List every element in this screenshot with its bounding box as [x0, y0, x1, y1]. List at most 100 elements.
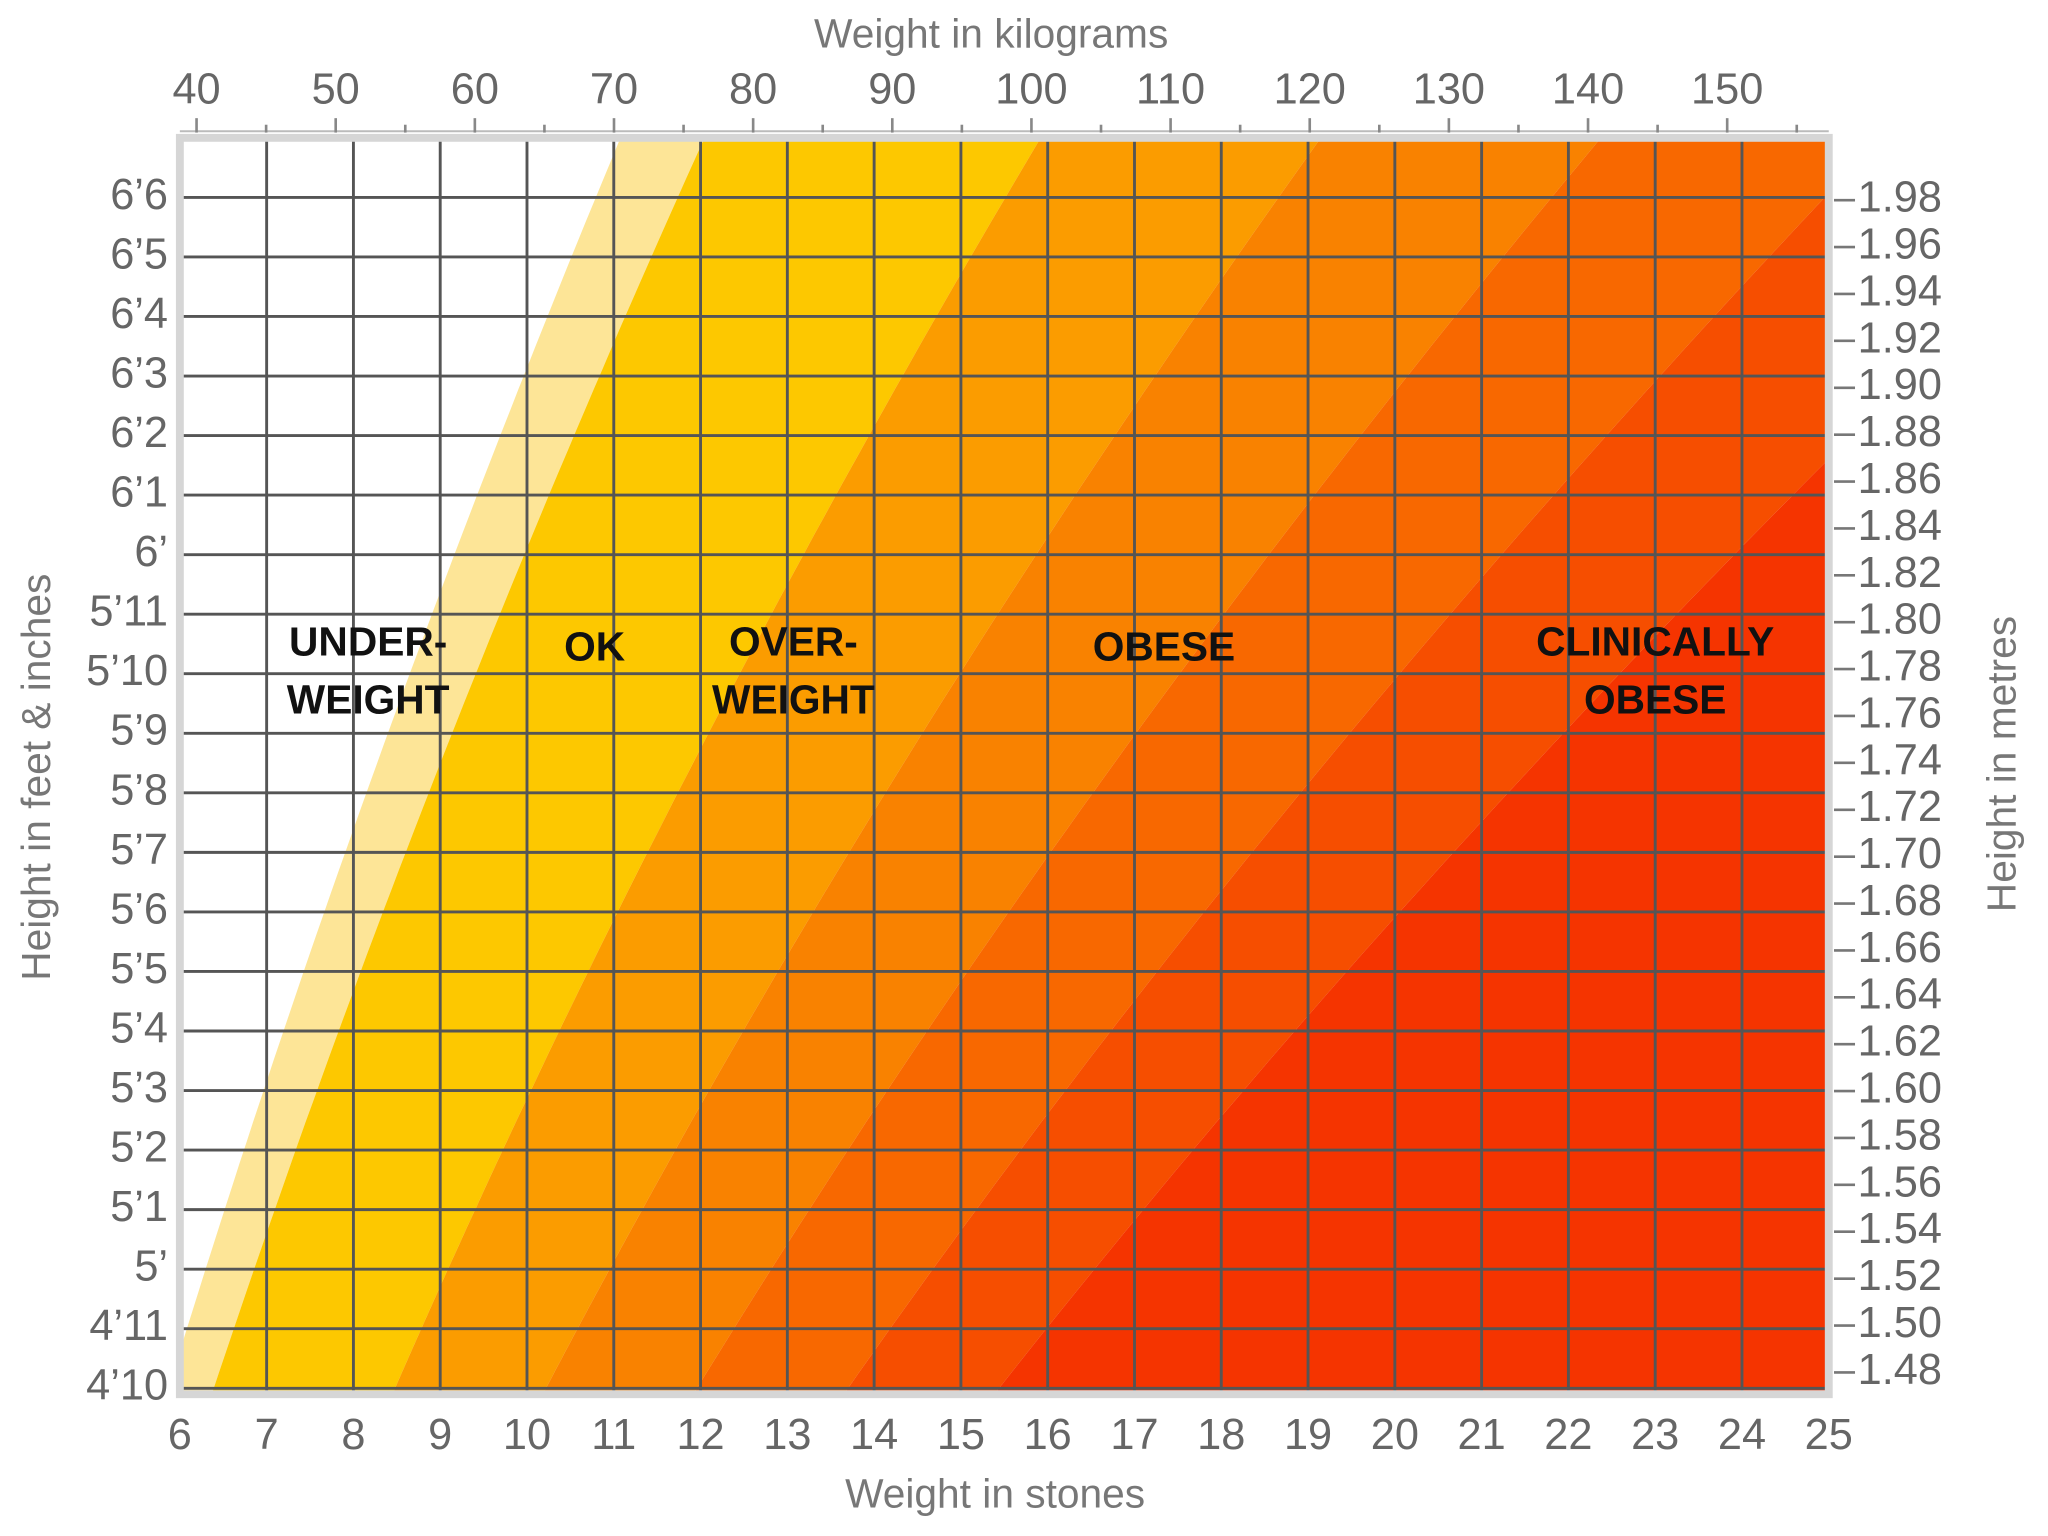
- x-tick-label: 7: [255, 1411, 279, 1459]
- x-tick-label: 15: [937, 1411, 985, 1459]
- y-tick-label: 5’10: [86, 647, 168, 695]
- y-tick-label: 6’: [134, 528, 168, 576]
- x-tick-label: 22: [1544, 1411, 1592, 1459]
- x2-tick-label: 40: [172, 65, 220, 113]
- y-tick-label: 5’7: [110, 826, 168, 874]
- y2-tick-label: 1.56: [1858, 1158, 1942, 1206]
- y2-tick-label: 1.90: [1858, 361, 1942, 409]
- y-tick-label: 5’1: [110, 1183, 168, 1231]
- labels: 6 7 8 9 10 11 12 13 14 15 16 17 18 19 20 21 22 23 24 25 40 50…: [86, 65, 1942, 1459]
- x2-tick-label: 150: [1691, 65, 1763, 113]
- region-label: OBESE: [1093, 624, 1235, 670]
- y2-tick-label: 1.76: [1858, 689, 1942, 737]
- x2-axis-title: Weight in kilograms: [814, 11, 1168, 57]
- x-tick-label: 16: [1024, 1411, 1072, 1459]
- x2-tick-label: 140: [1552, 65, 1624, 113]
- bmi-band: [693, 137, 1829, 1395]
- y2-tick-label: 1.66: [1858, 924, 1942, 972]
- y2-tick-label: 1.48: [1858, 1346, 1942, 1394]
- x2-tick-label: 70: [590, 65, 638, 113]
- y2-tick-label: 1.64: [1858, 971, 1942, 1019]
- bmi-band: [179, 137, 621, 1352]
- y-tick-label: 5’: [134, 1243, 168, 1291]
- region-label: OBESE: [1584, 676, 1726, 722]
- y2-tick-label: 1.62: [1858, 1018, 1942, 1066]
- y2-tick-label: 1.98: [1858, 174, 1942, 222]
- bmi-band: [392, 137, 1321, 1395]
- y-tick-label: 5’4: [110, 1004, 168, 1052]
- x2-tick-label: 80: [729, 65, 777, 113]
- y2-tick-label: 1.80: [1858, 596, 1942, 644]
- y2-tick-label: 1.78: [1858, 643, 1942, 691]
- y-tick-label: 6’6: [110, 171, 168, 219]
- y2-tick-label: 1.82: [1858, 549, 1942, 597]
- region-label: WEIGHT: [712, 676, 875, 722]
- y2-tick-label: 1.58: [1858, 1111, 1942, 1159]
- x-tick-label: 12: [676, 1411, 724, 1459]
- grid: [178, 137, 1831, 1395]
- y-tick-label: 6’5: [110, 230, 168, 278]
- x-tick-label: 8: [341, 1411, 365, 1459]
- x-tick-label: 21: [1458, 1411, 1506, 1459]
- y2-tick-label: 1.54: [1858, 1205, 1942, 1253]
- bands: [179, 137, 1829, 1395]
- x-tick-label: 24: [1718, 1411, 1766, 1459]
- y2-axis-title: Height in metres: [1978, 616, 2024, 912]
- y2-tick-label: 1.84: [1858, 502, 1942, 550]
- x-tick-label: 23: [1631, 1411, 1679, 1459]
- y2-tick-label: 1.52: [1858, 1252, 1942, 1300]
- y2-tick-label: 1.50: [1858, 1299, 1942, 1347]
- x-tick-label: 17: [1110, 1411, 1158, 1459]
- x-tick-label: 18: [1197, 1411, 1245, 1459]
- region-label: OK: [564, 624, 625, 670]
- y-tick-label: 6’4: [110, 290, 168, 338]
- y2-tick-label: 1.96: [1858, 221, 1942, 269]
- x-tick-label: 10: [503, 1411, 551, 1459]
- y-tick-label: 5’8: [110, 766, 168, 814]
- y2-tick-label: 1.72: [1858, 783, 1942, 831]
- y-tick-label: 6’1: [110, 469, 168, 517]
- y2-tick-label: 1.94: [1858, 267, 1942, 315]
- x-axis-title: Weight in stones: [845, 1470, 1145, 1516]
- y-tick-label: 5’5: [110, 945, 168, 993]
- y-tick-label: 5’9: [110, 707, 168, 755]
- x2-tick-label: 110: [1136, 65, 1205, 113]
- x-tick-label: 14: [850, 1411, 898, 1459]
- x-tick-label: 13: [763, 1411, 811, 1459]
- x-tick-label: 25: [1805, 1411, 1853, 1459]
- x2-tick-label: 50: [312, 65, 360, 113]
- bmi-band: [542, 137, 1601, 1395]
- y-tick-label: 5’2: [110, 1124, 168, 1172]
- y-tick-label: 4’11: [89, 1302, 168, 1350]
- y2-tick-label: 1.88: [1858, 408, 1942, 456]
- y2-tick-label: 1.68: [1858, 877, 1942, 925]
- x2-tick-label: 120: [1274, 65, 1346, 113]
- y2-tick-label: 1.70: [1858, 830, 1942, 878]
- y-tick-label: 5’11: [89, 588, 168, 636]
- y-tick-label: 5’6: [110, 885, 168, 933]
- x2-tick-label: 90: [868, 65, 916, 113]
- y-tick-label: 4’10: [86, 1362, 168, 1410]
- y2-tick-label: 1.92: [1858, 314, 1942, 362]
- x2-tick-label: 60: [451, 65, 499, 113]
- y-tick-label: 5’3: [110, 1064, 168, 1112]
- x-tick-label: 11: [591, 1411, 636, 1459]
- y2-tick-label: 1.60: [1858, 1065, 1942, 1113]
- plot-border: [175, 133, 1833, 1399]
- x-tick-label: 19: [1284, 1411, 1332, 1459]
- region-label: UNDER-: [289, 619, 447, 665]
- y-axis-title: Height in feet & inches: [13, 574, 59, 981]
- x2-tick-label: 130: [1413, 65, 1485, 113]
- bmi-band: [179, 137, 705, 1395]
- bmi-band: [994, 458, 1829, 1395]
- x-tick-label: 20: [1371, 1411, 1419, 1459]
- y2-tick-label: 1.74: [1858, 736, 1942, 784]
- x-tick-label: 9: [428, 1411, 452, 1459]
- y-tick-label: 6’3: [110, 349, 168, 397]
- region-label: OVER-: [729, 619, 858, 665]
- y-tick-label: 6’2: [110, 409, 168, 457]
- y2-tick-label: 1.86: [1858, 455, 1942, 503]
- bmi-band: [211, 137, 1041, 1395]
- x-tick-label: 6: [168, 1411, 192, 1459]
